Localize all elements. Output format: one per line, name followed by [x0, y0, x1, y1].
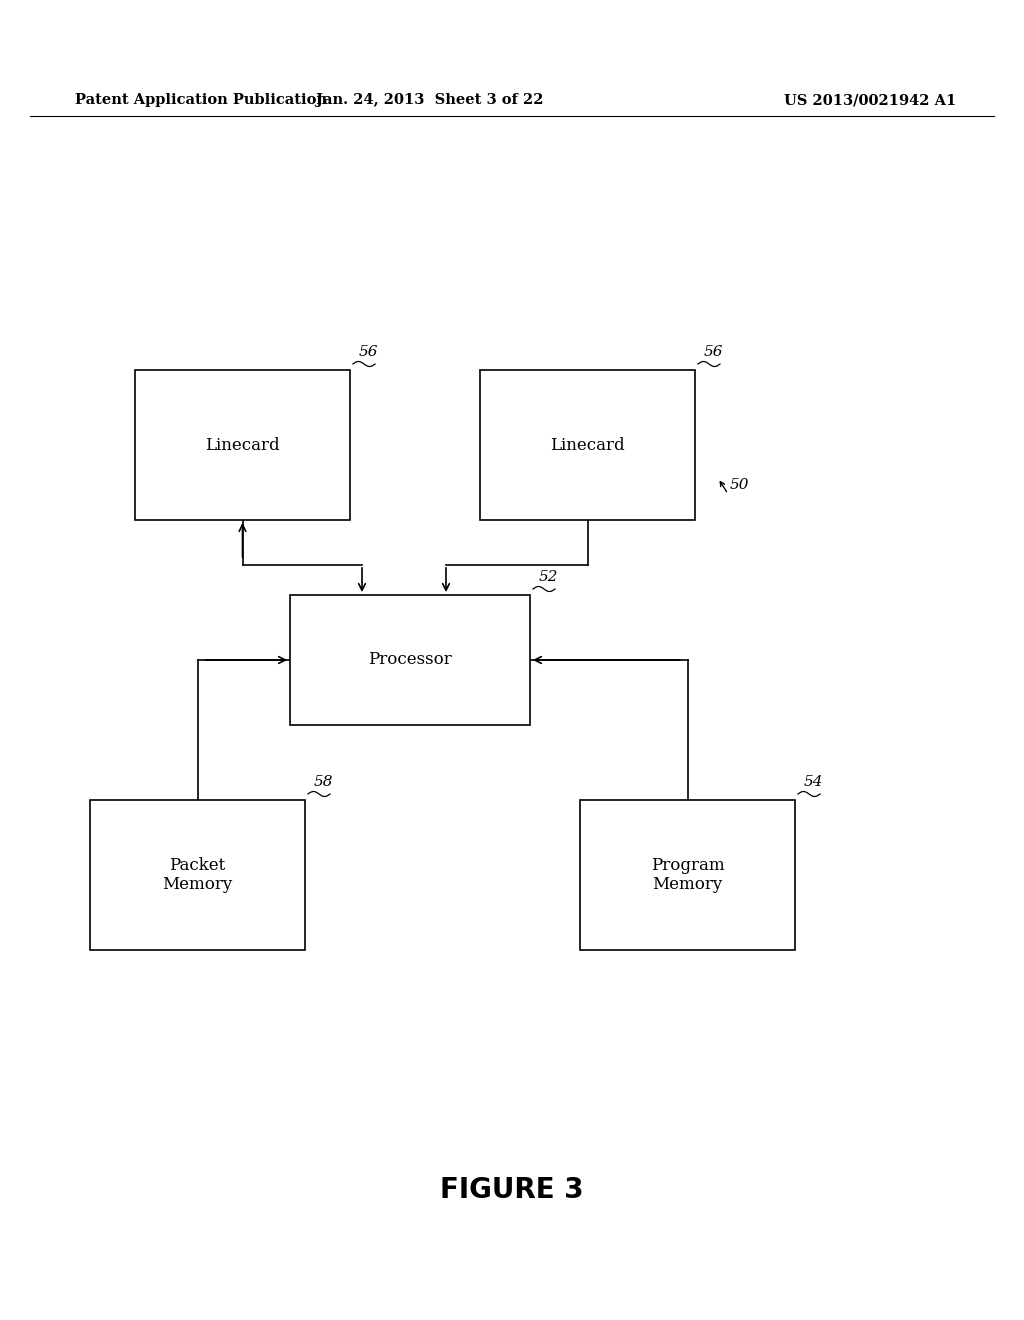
Bar — [90, 800, 305, 950]
Bar — [480, 370, 695, 520]
Text: 58: 58 — [314, 775, 334, 789]
Text: 52: 52 — [539, 570, 558, 583]
Text: Jan. 24, 2013  Sheet 3 of 22: Jan. 24, 2013 Sheet 3 of 22 — [316, 92, 544, 107]
Bar — [290, 595, 530, 725]
Text: 56: 56 — [705, 345, 724, 359]
Bar — [580, 800, 795, 950]
Text: Packet
Memory: Packet Memory — [163, 857, 232, 894]
Text: US 2013/0021942 A1: US 2013/0021942 A1 — [784, 92, 956, 107]
Text: Linecard: Linecard — [550, 437, 625, 454]
Text: Program
Memory: Program Memory — [650, 857, 724, 894]
Text: Linecard: Linecard — [205, 437, 280, 454]
Text: 50: 50 — [730, 478, 750, 492]
Text: Processor: Processor — [368, 652, 452, 668]
Bar — [135, 370, 350, 520]
Text: Patent Application Publication: Patent Application Publication — [75, 92, 327, 107]
Text: 56: 56 — [359, 345, 379, 359]
Text: FIGURE 3: FIGURE 3 — [440, 1176, 584, 1204]
Text: 54: 54 — [804, 775, 823, 789]
